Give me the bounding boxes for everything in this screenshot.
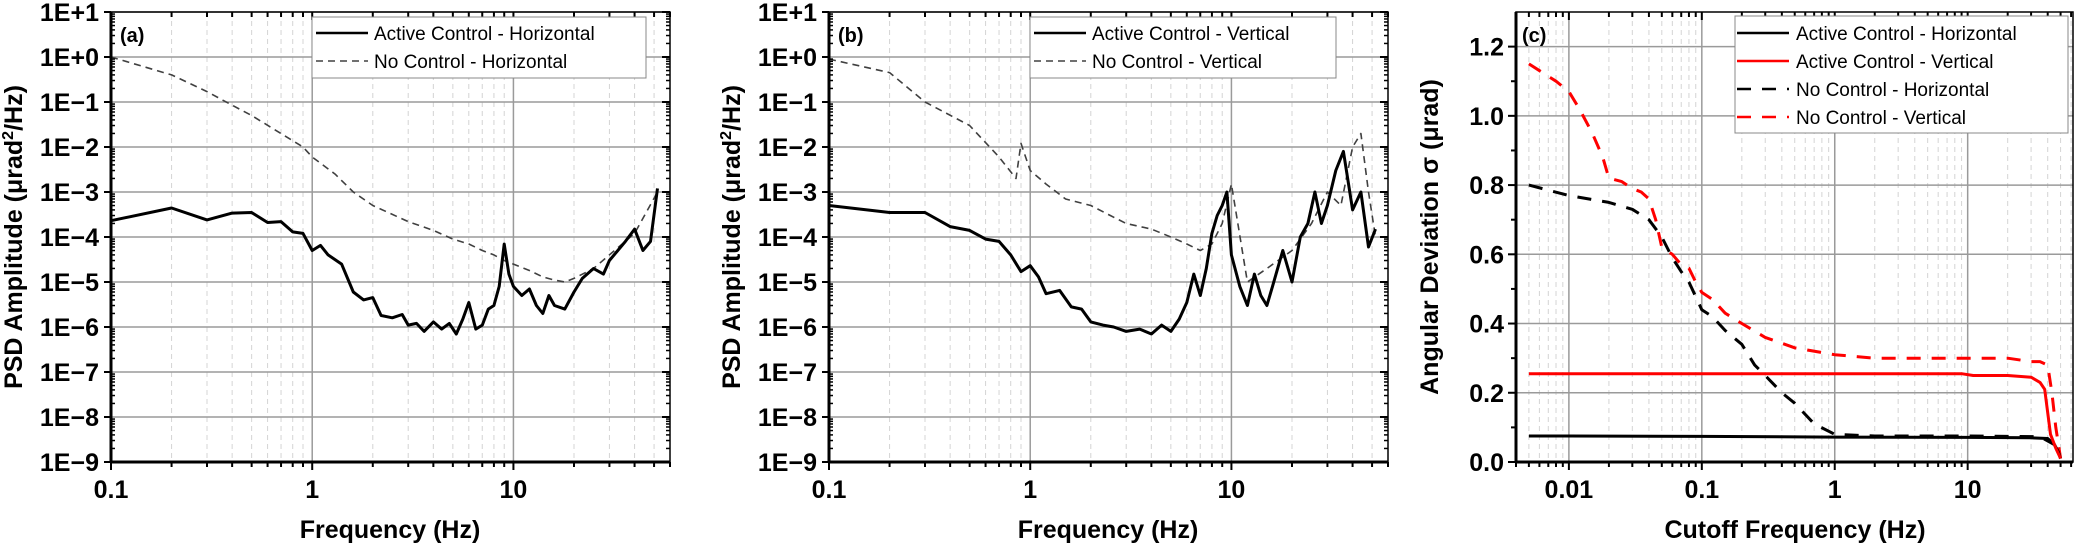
y-tick-label: 1E−5	[758, 269, 817, 297]
x-tick-label: 0.1	[812, 476, 847, 504]
y-tick-label: 1E−8	[758, 404, 817, 432]
panel-b-axes: 1E+1 1E+0 1E−1 1E−2 1E−3 1E−4 1E−5 1E−6 1E−7 1E−8…	[758, 0, 1389, 504]
x-tick-label: 10	[500, 476, 528, 504]
y-tick-label: 1E−3	[758, 179, 817, 207]
y-tick-label: 1E−7	[758, 359, 817, 387]
y-tick-label: 1E−4	[758, 224, 817, 252]
panel-a-y-axis-label: PSD Amplitude (μrad2/Hz)	[0, 85, 28, 389]
y-tick-label: 1E+1	[40, 0, 99, 27]
y-tick-label: 0.6	[1469, 241, 1504, 269]
y-tick-label: 1E−4	[40, 224, 99, 252]
series-no-control-horizontal	[110, 56, 659, 283]
legend-entry-nocontrol-horizontal: No Control - Horizontal	[374, 52, 567, 73]
panel-a-grid	[110, 11, 671, 463]
panel-a-label: (a)	[120, 25, 144, 47]
x-tick-label: 10	[1218, 476, 1246, 504]
y-tick-label: 0.4	[1469, 311, 1504, 339]
series-active-control-horizontal	[110, 188, 659, 336]
legend-entry-nocontrol-vertical: No Control - Vertical	[1092, 52, 1262, 73]
y-tick-label: 1E−6	[758, 314, 817, 342]
y-tick-label: 1E+0	[40, 44, 99, 72]
y-tick-label: 1E−9	[40, 449, 99, 477]
y-tick-label: 1.2	[1469, 34, 1504, 62]
y-tick-label: 0.2	[1469, 380, 1504, 408]
panel-c-y-axis-label: Angular Deviation σ (μrad)	[1416, 79, 1444, 395]
panel-a-series	[110, 56, 659, 336]
y-tick-label: 1E−1	[40, 89, 99, 117]
y-tick-label: 1E−9	[758, 449, 817, 477]
legend-entry-active-vertical: Active Control - Vertical	[1796, 52, 1993, 73]
x-tick-label: 0.01	[1545, 476, 1594, 504]
panel-c-label: (c)	[1522, 25, 1546, 47]
y-tick-label: 0.0	[1469, 449, 1504, 477]
y-tick-label: 1E−6	[40, 314, 99, 342]
panel-b-grid	[828, 11, 1389, 463]
series-no-control-vertical	[1528, 62, 2063, 459]
panel-c-angular-deviation: 0.0 0.2 0.4 0.6 0.8 1.0 1.2 0.01 0.1 1 10 (c) Cuto…	[1416, 11, 2074, 544]
panel-c-legend: Active Control - Horizontal Active Contr…	[1734, 15, 2069, 134]
y-tick-label: 1E−1	[758, 89, 817, 117]
x-tick-label: 0.1	[94, 476, 129, 504]
y-tick-label: 1E−3	[40, 179, 99, 207]
y-tick-label: 1E+1	[758, 0, 817, 27]
panel-b-series	[828, 58, 1377, 336]
y-tick-label: 0.8	[1469, 172, 1504, 200]
panel-a-axes: 1E+1 1E+0 1E−1 1E−2 1E−3 1E−4 1E−5 1E−6 1E−7 1E−8…	[40, 0, 671, 504]
x-tick-label: 1	[1828, 476, 1842, 504]
y-tick-label: 1E−2	[40, 134, 99, 162]
legend-entry-active-horizontal: Active Control - Horizontal	[374, 24, 595, 45]
x-tick-label: 10	[1954, 476, 1982, 504]
panel-a-x-axis-label: Frequency (Hz)	[300, 516, 481, 544]
panel-b-y-axis-label: PSD Amplitude (μrad2/Hz)	[718, 85, 746, 389]
x-tick-label: 1	[305, 476, 319, 504]
y-tick-label: 1E−7	[40, 359, 99, 387]
panel-b-x-axis-label: Frequency (Hz)	[1018, 516, 1199, 544]
legend-entry-active-vertical: Active Control - Vertical	[1092, 24, 1289, 45]
x-tick-label: 0.1	[1684, 476, 1719, 504]
series-no-control-vertical	[828, 58, 1377, 283]
series-active-control-vertical	[1528, 372, 2062, 460]
legend-entry-nocontrol-horizontal: No Control - Horizontal	[1796, 80, 1989, 101]
panel-b-label: (b)	[838, 25, 864, 47]
panel-a-psd-horizontal: 1E+1 1E+0 1E−1 1E−2 1E−3 1E−4 1E−5 1E−6 1E−7 1E−8…	[0, 0, 671, 544]
y-tick-label: 1E−8	[40, 404, 99, 432]
y-tick-label: 1E+0	[758, 44, 817, 72]
panel-b-psd-vertical: 1E+1 1E+0 1E−1 1E−2 1E−3 1E−4 1E−5 1E−6 1E−7 1E−8…	[718, 0, 1389, 544]
series-no-control-horizontal	[1528, 183, 2062, 460]
y-tick-label: 1.0	[1469, 103, 1504, 131]
panel-c-x-axis-label: Cutoff Frequency (Hz)	[1664, 516, 1925, 544]
y-tick-label: 1E−5	[40, 269, 99, 297]
legend-entry-nocontrol-vertical: No Control - Vertical	[1796, 108, 1966, 129]
x-tick-label: 1	[1023, 476, 1037, 504]
y-tick-label: 1E−2	[758, 134, 817, 162]
panel-a-legend: Active Control - Horizontal No Control -…	[311, 16, 647, 79]
panel-b-legend: Active Control - Vertical No Control - V…	[1029, 16, 1337, 79]
series-active-control-vertical	[828, 149, 1377, 336]
panel-c-series	[1528, 62, 2063, 460]
legend-entry-active-horizontal: Active Control - Horizontal	[1796, 24, 2017, 45]
